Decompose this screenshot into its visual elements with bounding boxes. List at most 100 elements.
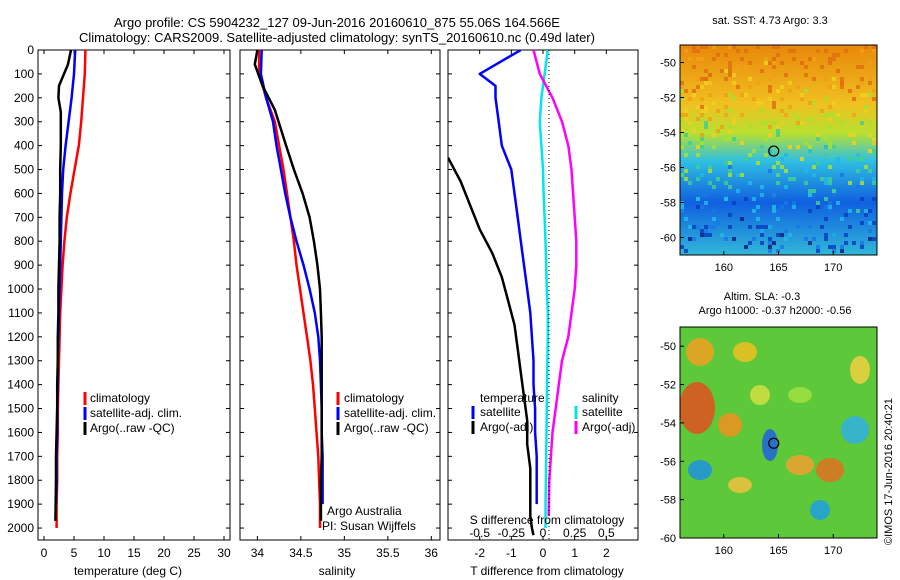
map-ytick-label: -52 [660, 93, 676, 105]
legend-label-climatology: climatology [344, 391, 404, 405]
depth-tick-label: 1100 [8, 306, 34, 320]
map-ytick-label: -54 [660, 418, 676, 430]
depth-tick-label: 1600 [7, 425, 34, 439]
difference-panel [447, 49, 639, 541]
argo-australia-note: Argo Australia [327, 504, 402, 518]
temperature-xtick-label: 20 [157, 546, 171, 560]
pi-note: PI: Susan Wijffels [322, 519, 416, 533]
depth-tick-label: 2000 [7, 521, 34, 535]
map-xtick-label: 170 [824, 262, 842, 274]
difference-xtick-label: -2 [474, 546, 485, 560]
legend-label-s-satellite: satellite [582, 405, 623, 419]
map-ytick-label: -56 [660, 163, 676, 175]
temperature-xtick-label: 25 [187, 546, 201, 560]
depth-tick-label: 900 [14, 258, 34, 272]
salinity-series-satellite-adj-clim [259, 50, 324, 505]
salinity-axis-ticks: 34 34.5 35 35.5 36 [240, 49, 440, 560]
legend-label-argo: Argo(..raw -QC) [90, 421, 175, 435]
legend-label-t-satellite: satellite [480, 405, 521, 419]
salinity-series-climatology [257, 50, 322, 528]
map-xtick-label: 160 [715, 262, 733, 274]
legend-label-argo: Argo(..raw -QC) [344, 421, 429, 435]
legend-label-s-argo: Argo(-adj) [582, 420, 635, 434]
sst-map-title: sat. SST: 4.73 Argo: 3.3 [712, 15, 828, 27]
depth-tick-label: 1000 [7, 282, 34, 296]
temperature-xtick-label: 30 [217, 546, 231, 560]
map-ytick-label: -58 [660, 495, 676, 507]
salinity-difference-tick-label: 0.25 [563, 526, 587, 540]
map-xtick-label: 170 [824, 545, 842, 557]
depth-tick-label: 0 [27, 43, 34, 57]
map-ytick-label: -60 [660, 233, 676, 245]
map-ytick-label: -60 [660, 533, 676, 545]
temperature-xtick-label: 10 [97, 546, 111, 560]
sla-map-title-2: Argo h1000: -0.37 h2000: -0.56 [699, 305, 852, 317]
depth-tick-label: 1900 [7, 497, 34, 511]
difference-series-satellite [478, 50, 538, 505]
map-ytick-label: -50 [660, 58, 676, 70]
map-ytick-label: -50 [660, 341, 676, 353]
depth-tick-label: 200 [14, 91, 34, 105]
sla-map-image [680, 327, 877, 538]
temperature-panel [37, 49, 231, 541]
salinity-xtick-label: 35.5 [376, 546, 400, 560]
salinity-difference-tick-label: -0.25 [498, 526, 526, 540]
sla-map-title-1: Altim. SLA: -0.3 [724, 291, 800, 303]
map-ytick-label: -56 [660, 456, 676, 468]
map-xtick-label: 165 [769, 262, 787, 274]
sst-map-ticks: 160 165 170 -50 -52 -54 -56 -58 -60 [660, 58, 842, 275]
map-ytick-label: -58 [660, 198, 676, 210]
salinity-xtick-label: 35 [338, 546, 352, 560]
difference-xlabel: T difference from climatology [470, 564, 624, 578]
difference-legend: temperature salinity satellite Argo(-adj… [471, 391, 635, 434]
legend-label-climatology: climatology [90, 391, 150, 405]
difference-xtick-label: 1 [571, 546, 578, 560]
depth-tick-label: 600 [14, 186, 34, 200]
salinity-xtick-label: 36 [425, 546, 439, 560]
map-ytick-label: -52 [660, 380, 676, 392]
depth-tick-label: 1700 [7, 449, 34, 463]
temperature-xtick-label: 0 [41, 546, 48, 560]
salinity-legend: climatology satellite-adj. clim. Argo(..… [336, 391, 436, 435]
temperature-xlabel: temperature (deg C) [74, 564, 182, 578]
temperature-legend: climatology satellite-adj. clim. Argo(..… [83, 391, 182, 435]
temperature-xtick-label: 15 [127, 546, 141, 560]
legend-title-temperature: temperature [480, 391, 545, 405]
depth-tick-label: 100 [14, 67, 34, 81]
legend-title-salinity: salinity [582, 391, 619, 405]
depth-tick-label: 800 [14, 234, 34, 248]
salinity-series-argo-raw-qc [253, 50, 323, 521]
map-ytick-label: -54 [660, 128, 676, 140]
salinity-xlabel: salinity [319, 564, 356, 578]
temperature-axis-ticks: 0100200300400500600700800900100011001200… [7, 43, 231, 560]
difference-xtick-label: -1 [506, 546, 517, 560]
temperature-series-argo-raw-qc [54, 50, 73, 521]
salinity-difference-tick-label: 0.5 [598, 526, 615, 540]
salinity-series [253, 50, 324, 528]
legend-label-satellite: satellite-adj. clim. [90, 406, 182, 420]
salinity-xtick-label: 34 [251, 546, 265, 560]
title-line-2: Climatology: CARS2009. Satellite-adjuste… [79, 30, 595, 45]
difference-series [448, 50, 578, 536]
salinity-difference-tick-label: -0.5 [469, 526, 490, 540]
salinity-difference-tick-label: 0 [540, 526, 547, 540]
depth-tick-label: 500 [14, 163, 34, 177]
depth-tick-label: 1400 [7, 378, 34, 392]
sst-profile-marker [768, 145, 780, 157]
depth-tick-label: 1200 [7, 330, 34, 344]
salinity-panel [239, 49, 441, 541]
imos-watermark: ©IMOS 17-Jun-2016 20:40:21 [883, 398, 895, 545]
salinity-xtick-label: 34.5 [289, 546, 313, 560]
difference-series-argo-adj [448, 157, 535, 536]
difference-xtick-label: 0 [540, 546, 547, 560]
difference-xtick-label: 2 [603, 546, 610, 560]
difference-series-satellite [538, 50, 550, 528]
depth-tick-label: 400 [14, 139, 34, 153]
sla-profile-marker [768, 437, 780, 449]
depth-tick-label: 1300 [7, 354, 34, 368]
depth-tick-label: 700 [14, 210, 34, 224]
sla-map-ticks: 160 165 170 -50 -52 -54 -56 -58 -60 [660, 341, 842, 557]
legend-label-satellite: satellite-adj. clim. [344, 406, 436, 420]
difference-series-argo-adj [532, 50, 578, 517]
legend-label-t-argo: Argo(-adj) [480, 420, 533, 434]
